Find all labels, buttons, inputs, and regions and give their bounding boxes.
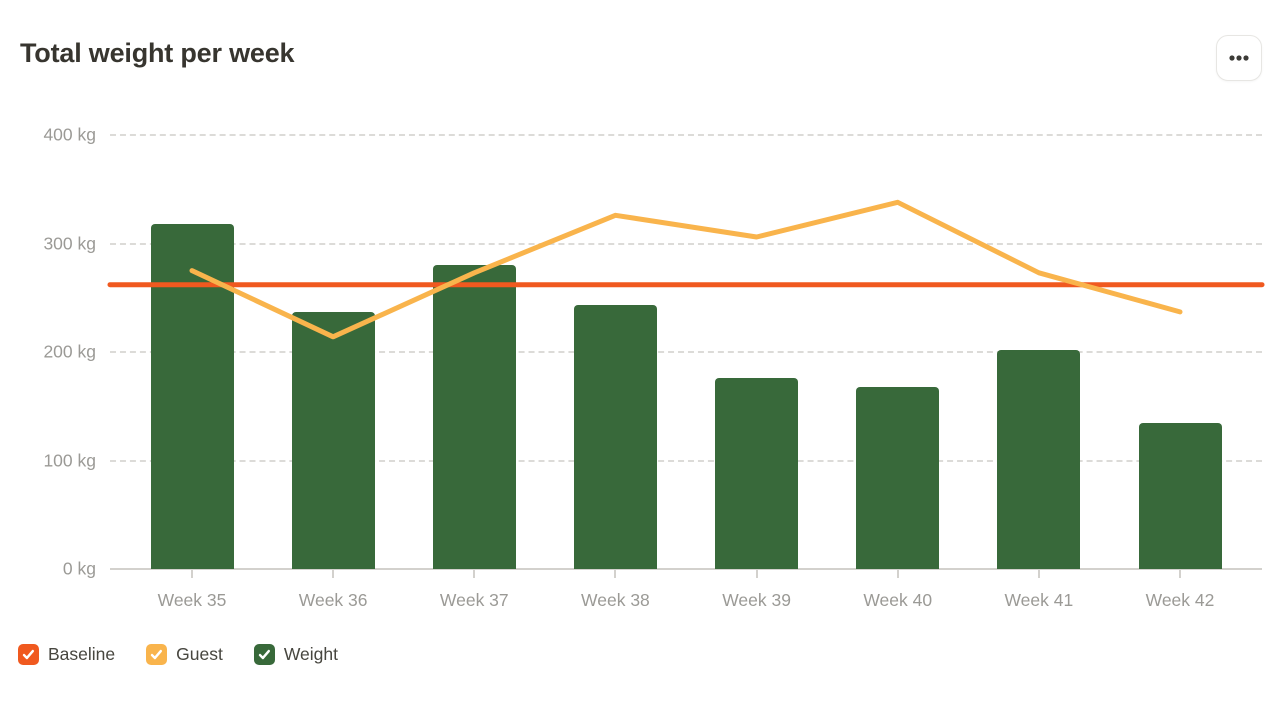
bar-week-39[interactable] <box>715 378 799 569</box>
bar-week-36[interactable] <box>291 311 375 569</box>
x-tick-mark <box>191 569 193 578</box>
x-tick-label: Week 41 <box>1004 590 1074 610</box>
y-tick-label: 100 kg <box>43 450 96 470</box>
more-options-button[interactable] <box>1216 35 1262 81</box>
x-tick-mark <box>1037 569 1040 578</box>
x-tick-mark <box>1179 569 1181 578</box>
legend-item-guest[interactable]: Guest <box>146 644 223 665</box>
guest-line <box>189 199 1183 340</box>
bar-week-40[interactable] <box>856 386 940 569</box>
ellipsis-icon <box>1226 45 1252 71</box>
chart-legend: Baseline Guest Weight <box>18 644 338 665</box>
gridline <box>110 351 1262 353</box>
x-axis-line <box>110 568 1262 570</box>
x-tick-mark <box>896 569 899 578</box>
gridline <box>110 134 1262 136</box>
y-tick-label: 400 kg <box>43 124 96 145</box>
gridline <box>110 242 1262 245</box>
x-tick-mark <box>755 569 758 578</box>
y-tick-label: 300 kg <box>43 233 96 253</box>
line-series-overlay <box>107 199 1265 340</box>
x-tick-label: Week 37 <box>439 590 509 610</box>
gridline <box>110 459 1262 462</box>
legend-item-weight[interactable]: Weight <box>253 644 338 665</box>
x-tick-mark <box>473 569 476 578</box>
x-tick-mark <box>332 569 335 578</box>
chart-title: Total weight per week <box>20 38 295 68</box>
bar-week-42[interactable] <box>1138 422 1222 569</box>
x-tick-label: Week 38 <box>581 590 650 610</box>
x-tick-label: Week 40 <box>863 590 933 610</box>
checkbox-checked-icon <box>146 644 168 665</box>
checkbox-checked-icon <box>18 644 39 665</box>
y-tick-label: 0 kg <box>62 558 96 579</box>
bar-week-41[interactable] <box>997 349 1081 569</box>
x-tick-label: Week 39 <box>722 590 791 610</box>
legend-label: Weight <box>283 644 338 664</box>
bar-week-37[interactable] <box>432 265 516 569</box>
x-tick-mark <box>614 569 617 578</box>
x-tick-label: Week 36 <box>298 590 368 610</box>
legend-label: Baseline <box>48 644 116 664</box>
x-tick-label: Week 35 <box>157 590 227 610</box>
checkbox-checked-icon <box>253 644 275 665</box>
bar-week-38[interactable] <box>573 305 657 569</box>
x-tick-label: Week 42 <box>1145 590 1215 610</box>
legend-item-baseline[interactable]: Baseline <box>18 644 115 665</box>
y-tick-label: 200 kg <box>43 341 96 362</box>
legend-label: Guest <box>176 644 223 664</box>
